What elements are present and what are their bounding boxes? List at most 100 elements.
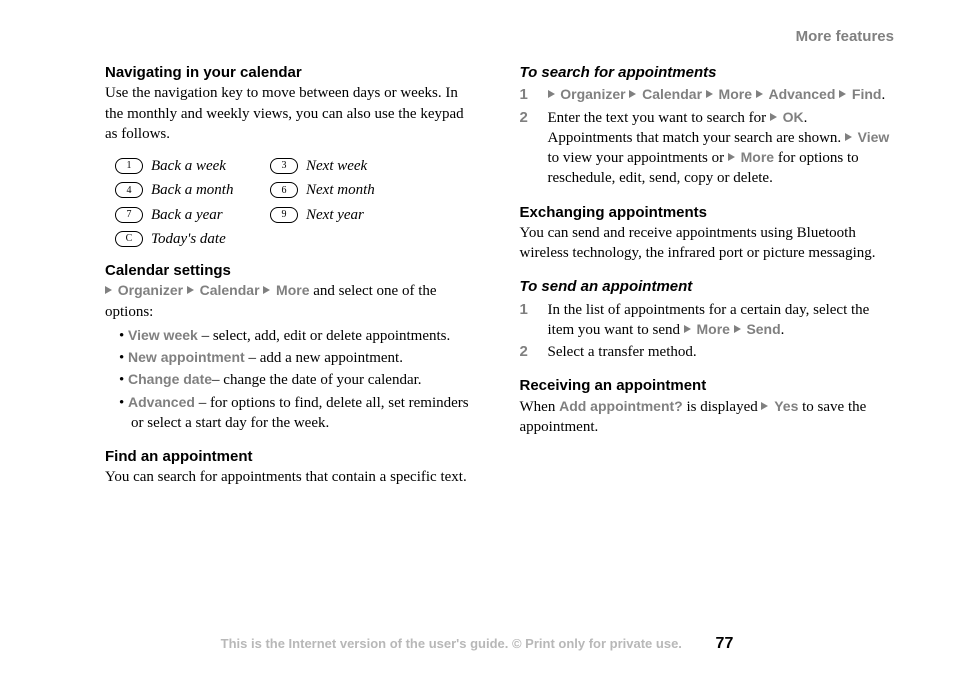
nav-arrow-icon [706,90,713,98]
option-desc: – add a new appointment. [245,350,403,366]
key-4-icon: 4 [115,182,143,198]
key-c-icon: C [115,231,143,247]
key-row: C Today's date [115,229,480,249]
nav-path: Organizer Calendar More and select one o… [105,281,480,322]
nav-arrow-icon [187,286,194,294]
left-column: Navigating in your calendar Use the navi… [105,63,480,488]
nav-term: More [741,149,774,165]
step-number: 2 [520,108,548,189]
nav-term: Calendar [642,86,702,102]
nav-calendar-body: Use the navigation key to move between d… [105,85,464,142]
nav-arrow-icon [845,133,852,141]
nav-arrow-icon [684,325,691,333]
key-label: Today's date [151,229,226,249]
text: to view your appointments or [548,150,728,166]
receiving-body: When Add appointment? is displayed Yes t… [520,397,895,438]
nav-term: More [276,282,309,298]
heading-exchanging: Exchanging appointments [520,203,895,223]
search-steps: 1 Organizer Calendar More Advanced Find.… [520,85,895,188]
key-label: Back a year [151,205,223,225]
nav-arrow-icon [105,286,112,294]
nav-term: More [696,321,729,337]
text: is displayed [683,399,762,415]
nav-arrow-icon [629,90,636,98]
nav-arrow-icon [728,153,735,161]
nav-calendar-section: Navigating in your calendar Use the navi… [105,63,480,144]
nav-arrow-icon [548,90,555,98]
list-item: 1 In the list of appointments for a cert… [520,300,895,341]
exchanging-section: Exchanging appointments You can send and… [520,203,895,264]
step-number: 1 [520,85,548,105]
option-term: Change date [128,371,212,387]
key-7-icon: 7 [115,207,143,223]
nav-term: Advanced [768,86,835,102]
list-item: Advanced – for options to find, delete a… [119,393,480,434]
send-appointment-section: To send an appointment 1 In the list of … [520,277,895,362]
options-list: View week – select, add, edit or delete … [105,326,480,433]
receiving-section: Receiving an appointment When Add appoin… [520,376,895,437]
text: Enter the text you want to search for [548,110,770,126]
key-9-icon: 9 [270,207,298,223]
key-6-icon: 6 [270,182,298,198]
key-cell: C Today's date [115,229,270,249]
nav-term: Add appointment? [559,398,683,414]
list-item: New appointment – add a new appointment. [119,348,480,368]
step-number: 1 [520,300,548,341]
heading-nav-calendar: Navigating in your calendar [105,64,302,81]
footer: This is the Internet version of the user… [0,635,954,653]
heading-calendar-settings: Calendar settings [105,261,480,281]
key-label: Next month [306,180,375,200]
list-item: 1 Organizer Calendar More Advanced Find. [520,85,895,105]
nav-arrow-icon [756,90,763,98]
right-column: To search for appointments 1 Organizer C… [520,63,895,488]
footer-text: This is the Internet version of the user… [221,636,682,651]
key-row: 4 Back a month 6 Next month [115,180,480,200]
step-number: 2 [520,342,548,362]
step-body: In the list of appointments for a certai… [548,300,895,341]
find-appointment-body: You can search for appointments that con… [105,467,480,487]
nav-term: OK [783,109,804,125]
option-term: View week [128,327,198,343]
nav-term: Yes [774,398,798,414]
key-cell: 4 Back a month [115,180,270,200]
heading-find-appointment: Find an appointment [105,447,480,467]
nav-term: Find [852,86,882,102]
period: . [166,126,170,142]
nav-term: Organizer [118,282,183,298]
nav-term: Calendar [200,282,260,298]
list-item: View week – select, add, edit or delete … [119,326,480,346]
key-cell: 6 Next month [270,180,425,200]
key-cell: 7 Back a year [115,205,270,225]
heading-receiving: Receiving an appointment [520,376,895,396]
nav-arrow-icon [761,402,768,410]
search-appointments-section: To search for appointments 1 Organizer C… [520,63,895,189]
option-term: New appointment [128,349,245,365]
nav-term: View [858,129,890,145]
find-appointment-section: Find an appointment You can search for a… [105,447,480,488]
section-header: More features [105,28,894,45]
list-item: 2 Select a transfer method. [520,342,895,362]
nav-arrow-icon [734,325,741,333]
key-1-icon: 1 [115,158,143,174]
key-cell: 9 Next year [270,205,425,225]
option-desc: – select, add, edit or delete appointmen… [198,328,450,344]
key-label: Next year [306,205,364,225]
heading-send-appointment: To send an appointment [520,277,895,297]
nav-term: Organizer [560,86,625,102]
key-label: Next week [306,156,367,176]
nav-arrow-icon [263,286,270,294]
key-3-icon: 3 [270,158,298,174]
key-row: 7 Back a year 9 Next year [115,205,480,225]
heading-search-appointments: To search for appointments [520,63,895,83]
option-term: Advanced [128,394,195,410]
key-label: Back a week [151,156,226,176]
nav-arrow-icon [770,113,777,121]
step-body: Organizer Calendar More Advanced Find. [548,85,895,105]
page: More features Navigating in your calenda… [0,0,954,677]
list-item: 2 Enter the text you want to search for … [520,108,895,189]
nav-arrow-icon [839,90,846,98]
page-number: 77 [716,635,734,652]
calendar-settings-section: Calendar settings Organizer Calendar Mor… [105,261,480,433]
step-body: Select a transfer method. [548,342,895,362]
exchanging-body: You can send and receive appointments us… [520,223,895,264]
